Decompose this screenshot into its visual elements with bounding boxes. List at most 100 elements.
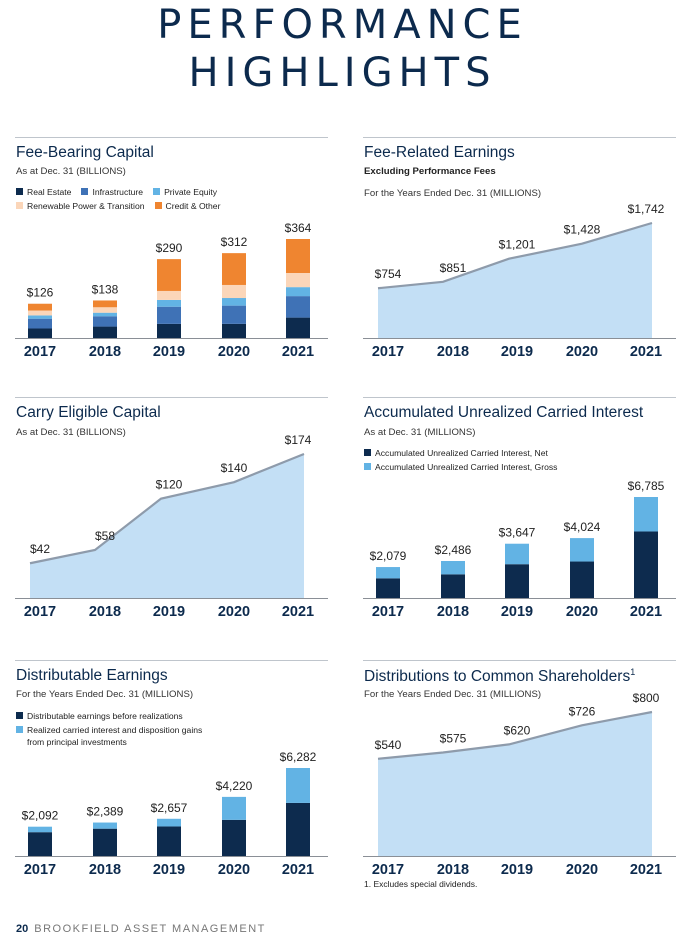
x-tick-label: 2019: [153, 604, 185, 620]
fee-bearing-capital-chart: $126 $138 $290 $312 $364 2017 2018 2019 2020 2021: [15, 221, 328, 360]
data-label: $290: [156, 241, 183, 255]
chart-title: Carry Eligible Capital: [16, 404, 161, 421]
panel-divider: [15, 660, 328, 661]
chart-subtitle: For the Years Ended Dec. 31 (MILLIONS): [364, 689, 542, 700]
x-tick-label: 2019: [153, 344, 185, 360]
bar-segment: [286, 768, 310, 803]
legend-swatch: [81, 188, 89, 195]
chart-legend: Real Estate Infrastructure Private Equity R…: [16, 185, 230, 213]
x-tick-label: 2021: [630, 862, 662, 878]
data-label: $42: [30, 542, 50, 556]
bar-segment: [28, 826, 52, 833]
legend-label: Accumulated Unrealized Carried Interest,…: [375, 448, 548, 458]
bar-segment: [157, 826, 181, 856]
data-label: $1,742: [628, 202, 665, 216]
data-label: $58: [95, 529, 115, 543]
x-tick-label: 2019: [153, 862, 185, 878]
chart-legend: Distributable earnings before realizatio…: [16, 709, 212, 747]
bar-segment: [222, 253, 246, 285]
distributable-earnings-chart: $2,092 $2,389 $2,657 $4,220 $6,282 2017 2018 20…: [15, 750, 328, 878]
chart-title: Distributable Earnings: [16, 667, 168, 684]
chart-legend: Accumulated Unrealized Carried Interest,…: [364, 446, 567, 474]
legend-item: Accumulated Unrealized Carried Interest,…: [364, 460, 557, 474]
chart-subtitle: For the Years Ended Dec. 31 (MILLIONS): [364, 188, 542, 199]
bar-segment: [222, 819, 246, 856]
distributions-to-common-shareholders-chart: $540 $575 $620 $726 $800 2017 2018 2019 2020 2021: [363, 691, 676, 878]
bar-segment: [570, 561, 594, 598]
data-label: $2,389: [87, 805, 124, 819]
bar-segment: [570, 538, 594, 562]
data-label: $754: [375, 267, 402, 281]
page-footer: 20 BROOKFIELD ASSET MANAGEMENT: [16, 923, 266, 935]
bar-segment: [376, 567, 400, 579]
x-tick-label: 2017: [24, 862, 56, 878]
bar-segment: [222, 305, 246, 324]
area-fill: [378, 712, 652, 856]
bar-segment: [93, 828, 117, 856]
x-tick-label: 2021: [630, 604, 662, 620]
data-label: $800: [633, 691, 660, 705]
footnote-marker: 1: [630, 667, 636, 677]
area-fill: [378, 223, 652, 338]
bar-segment: [157, 259, 181, 291]
bar-segment: [505, 543, 529, 565]
chart-title: Fee-Bearing Capital: [16, 144, 154, 161]
bar-segment: [157, 306, 181, 324]
bar-segment: [157, 290, 181, 300]
bar-segment: [634, 497, 658, 532]
bar-segment: [286, 802, 310, 856]
bar-segment: [376, 578, 400, 598]
legend-label: Renewable Power & Transition: [27, 201, 145, 211]
data-label: $851: [440, 261, 467, 275]
x-tick-label: 2019: [501, 862, 533, 878]
panel-divider: [363, 660, 676, 661]
data-label: $620: [504, 723, 531, 737]
legend-label: Distributable earnings before realizatio…: [27, 711, 183, 721]
x-tick-label: 2018: [437, 862, 469, 878]
bar-segment: [222, 298, 246, 306]
data-label: $6,282: [280, 750, 317, 764]
data-label: $4,024: [564, 520, 601, 534]
chart-subtitle: For the Years Ended Dec. 31 (MILLIONS): [16, 689, 194, 700]
legend-swatch: [364, 463, 371, 470]
page-title-line-2: HIGHLIGHTS: [188, 50, 497, 96]
x-tick-label: 2020: [566, 344, 598, 360]
x-tick-label: 2017: [372, 862, 404, 878]
carry-eligible-capital-chart: $42 $58 $120 $140 $174 2017 2018 2019 2020 2021: [15, 433, 328, 620]
x-tick-label: 2017: [372, 604, 404, 620]
data-label: $575: [440, 732, 467, 746]
legend-label: Accumulated Unrealized Carried Interest,…: [375, 462, 558, 472]
bar-segment: [286, 239, 310, 273]
bar-segment: [93, 326, 117, 338]
legend-row: Accumulated Unrealized Carried Interest,…: [364, 446, 567, 460]
bar-segment: [286, 272, 310, 288]
data-label: $126: [27, 286, 54, 300]
legend-label: Real Estate: [27, 187, 72, 197]
bar-segment: [28, 318, 52, 329]
legend-item: Realized carried interest and dispositio…: [16, 723, 202, 737]
footnote: 1. Excludes special dividends.: [364, 879, 478, 889]
x-tick-label: 2017: [372, 344, 404, 360]
bar-segment: [222, 284, 246, 299]
bar-segment: [28, 315, 52, 319]
x-tick-label: 2020: [218, 344, 250, 360]
legend-swatch: [16, 188, 23, 195]
legend-swatch: [364, 449, 371, 456]
bar-segment: [93, 822, 117, 829]
fee-related-earnings-chart: $754 $851 $1,201 $1,428 $1,742 2017 2018 2019 20…: [363, 202, 676, 360]
x-tick-label: 2021: [282, 344, 314, 360]
x-tick-label: 2018: [437, 604, 469, 620]
data-label: $2,657: [151, 801, 188, 815]
page-title-line-1: PERFORMANCE: [157, 2, 528, 48]
panel-divider: [15, 137, 328, 138]
bar-segment: [28, 832, 52, 856]
footer-company-name: BROOKFIELD ASSET MANAGEMENT: [34, 923, 266, 935]
bar-segment: [28, 328, 52, 338]
chart-subtitle: As at Dec. 31 (MILLIONS): [364, 427, 476, 438]
legend-label: Infrastructure: [92, 187, 144, 197]
legend-item: Distributable earnings before realizatio…: [16, 709, 183, 723]
panel-divider: [363, 137, 676, 138]
bar-segment: [157, 299, 181, 307]
bar-segment: [157, 818, 181, 827]
x-tick-label: 2021: [282, 604, 314, 620]
